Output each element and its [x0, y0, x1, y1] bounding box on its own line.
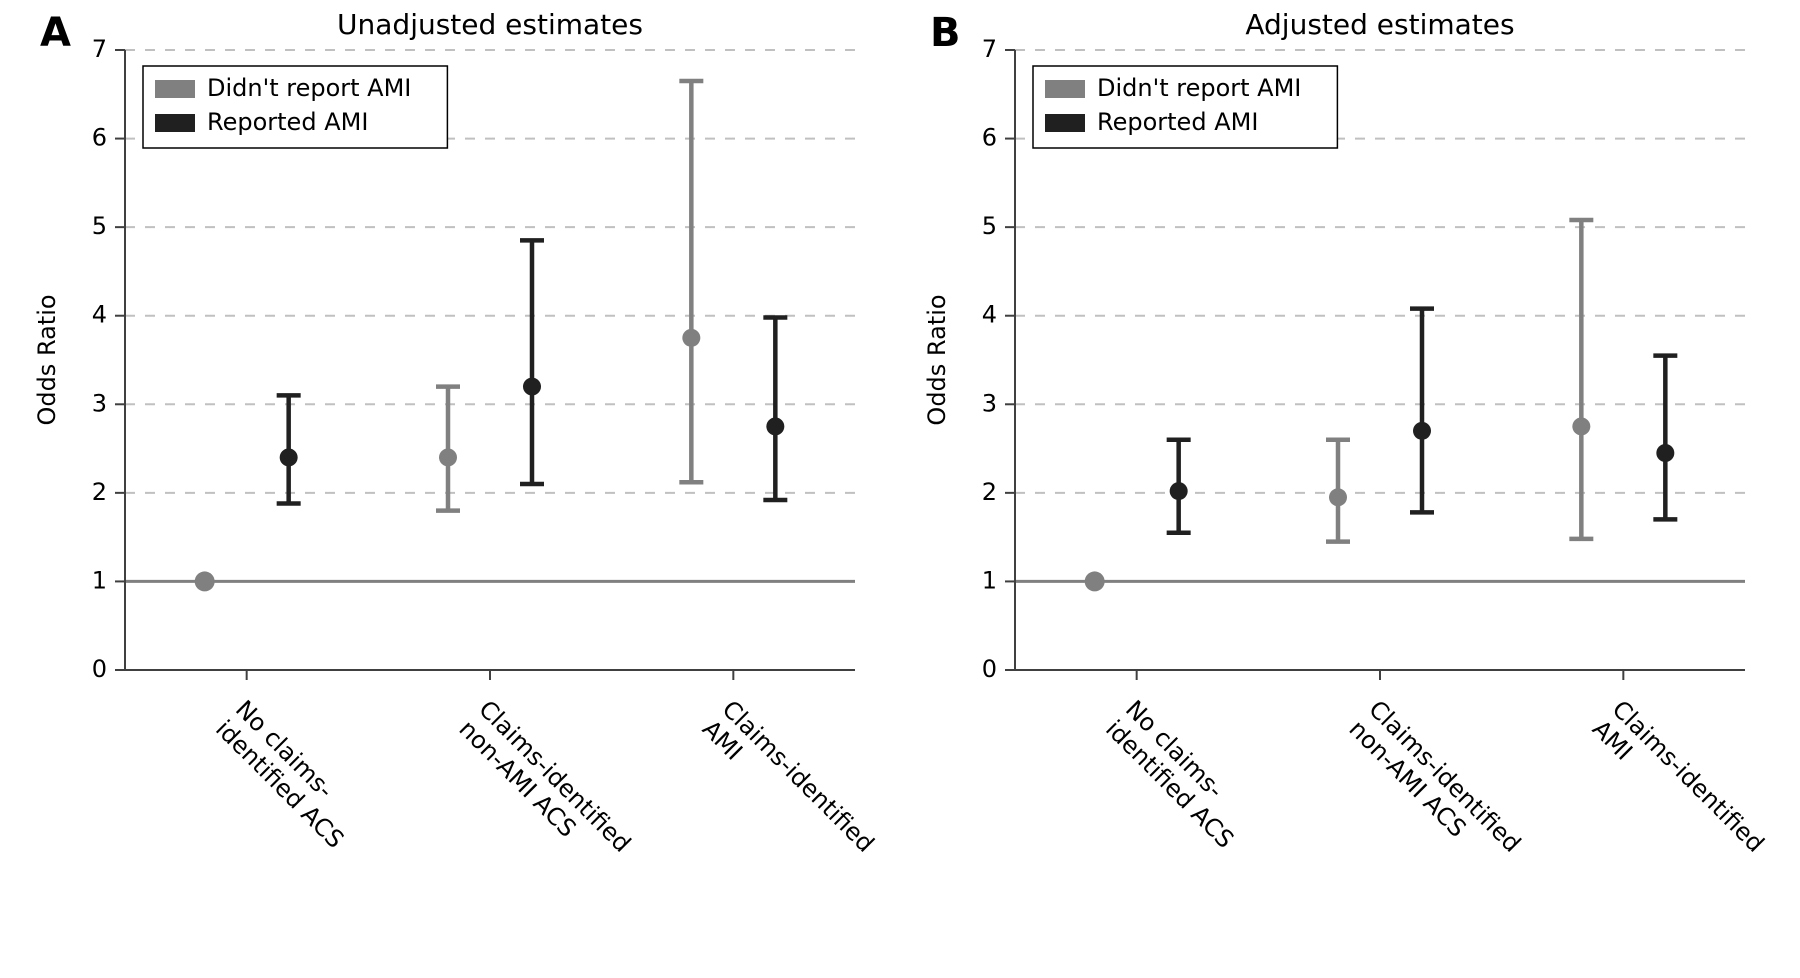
- y-tick-label: 7: [92, 35, 107, 63]
- panel-title: Adjusted estimates: [1245, 8, 1514, 41]
- y-tick-label: 3: [982, 389, 997, 417]
- y-tick-label: 1: [92, 566, 107, 594]
- x-tick-label: Claims-identifiednon-AMI ACS: [454, 695, 637, 878]
- legend-label: Reported AMI: [1097, 108, 1258, 136]
- data-marker: [195, 571, 215, 591]
- data-marker: [439, 448, 457, 466]
- y-tick-label: 0: [92, 655, 107, 683]
- legend-label: Reported AMI: [207, 108, 368, 136]
- y-tick-label: 1: [982, 566, 997, 594]
- x-tick-label: Claims-identifiedAMI: [1587, 695, 1770, 878]
- panel-label: B: [930, 10, 961, 56]
- y-tick-label: 2: [92, 478, 107, 506]
- forest-plot-figure: 0 1 2 3 4 5 6 7 Odds Ratio Unadjusted estimates A N…: [0, 0, 1800, 978]
- x-tick-label: Claims-identifiednon-AMI ACS: [1344, 695, 1527, 878]
- y-tick-label: 2: [982, 478, 997, 506]
- legend-swatch: [1045, 80, 1085, 98]
- x-tick-label-line: Claims-identified: [717, 695, 880, 858]
- y-axis-label: Odds Ratio: [33, 294, 61, 425]
- x-tick-label: No claims-identified ACS: [210, 695, 369, 854]
- legend-swatch: [155, 80, 195, 98]
- y-tick-label: 4: [982, 301, 997, 329]
- data-marker: [1329, 488, 1347, 506]
- y-tick-label: 6: [982, 124, 997, 152]
- y-tick-label: 7: [982, 35, 997, 63]
- y-tick-label: 6: [92, 124, 107, 152]
- x-tick-label: Claims-identifiedAMI: [697, 695, 880, 878]
- data-marker: [1413, 422, 1431, 440]
- legend-swatch: [1045, 114, 1085, 132]
- data-marker: [1085, 571, 1105, 591]
- x-tick-label: No claims-identified ACS: [1100, 695, 1259, 854]
- y-tick-label: 5: [982, 212, 997, 240]
- legend: Didn't report AMI Reported AMI: [1033, 66, 1337, 148]
- legend-label: Didn't report AMI: [207, 74, 411, 102]
- legend-label: Didn't report AMI: [1097, 74, 1301, 102]
- data-marker: [682, 329, 700, 347]
- y-tick-label: 0: [982, 655, 997, 683]
- panel-title: Unadjusted estimates: [337, 8, 643, 41]
- y-tick-label: 3: [92, 389, 107, 417]
- chart-svg: 0 1 2 3 4 5 6 7 Odds Ratio Unadjusted estimates A N…: [0, 0, 1800, 978]
- legend-swatch: [155, 114, 195, 132]
- data-marker: [766, 417, 784, 435]
- y-tick-label: 4: [92, 301, 107, 329]
- y-axis-label: Odds Ratio: [923, 294, 951, 425]
- panel-label: A: [40, 10, 71, 56]
- y-tick-label: 5: [92, 212, 107, 240]
- data-marker: [1656, 444, 1674, 462]
- data-marker: [1572, 417, 1590, 435]
- x-tick-label-line: Claims-identified: [1607, 695, 1770, 858]
- data-marker: [523, 378, 541, 396]
- data-marker: [1170, 482, 1188, 500]
- legend: Didn't report AMI Reported AMI: [143, 66, 447, 148]
- data-marker: [280, 448, 298, 466]
